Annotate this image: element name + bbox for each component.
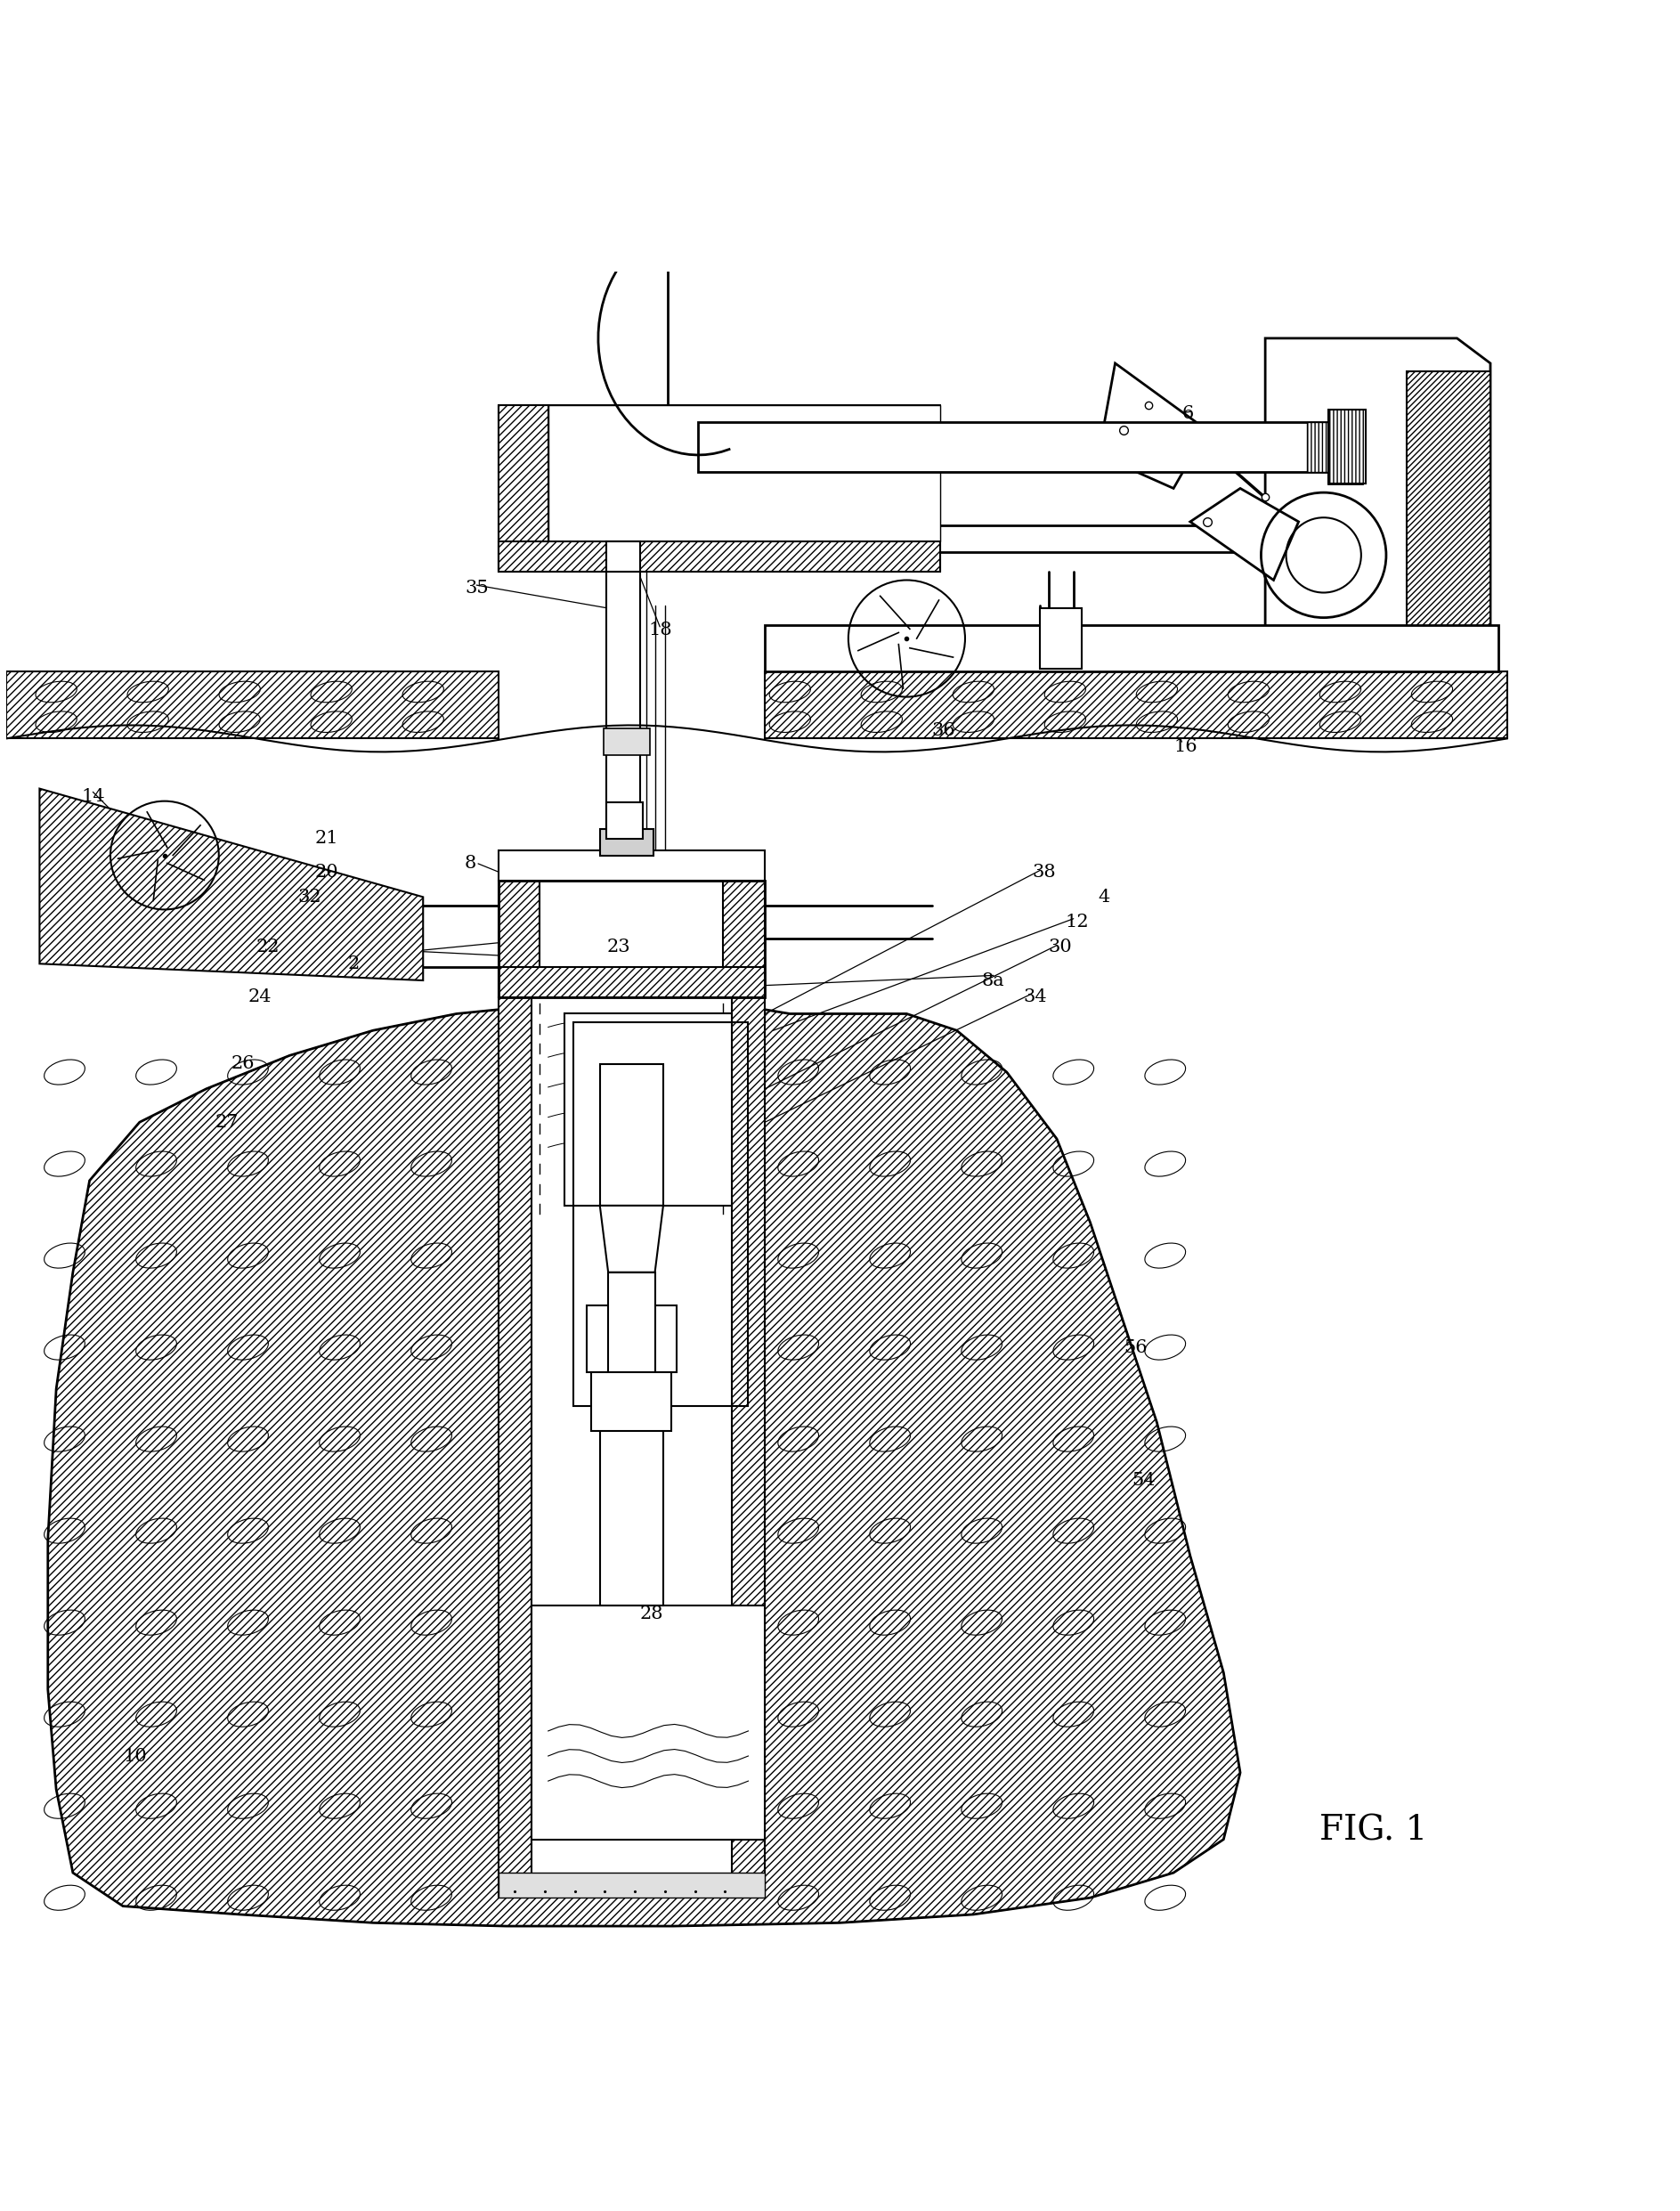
Polygon shape: [1099, 363, 1206, 489]
Polygon shape: [1406, 371, 1490, 672]
Bar: [764, 672, 1507, 738]
Polygon shape: [600, 1205, 664, 1271]
Bar: [586, 1307, 677, 1373]
Bar: [606, 542, 640, 851]
Bar: [499, 1873, 764, 1897]
Text: 28: 28: [640, 1605, 664, 1623]
Text: 2: 2: [348, 955, 360, 973]
Polygon shape: [724, 880, 764, 997]
Polygon shape: [1307, 422, 1332, 471]
Bar: [699, 422, 1332, 471]
Text: 34: 34: [1023, 988, 1047, 1006]
Bar: [603, 730, 650, 756]
Text: 22: 22: [257, 940, 281, 955]
Polygon shape: [499, 880, 539, 997]
Bar: [573, 1021, 748, 1406]
Bar: [1040, 608, 1082, 668]
Text: 18: 18: [648, 621, 672, 639]
Bar: [7, 672, 499, 738]
Text: FIG. 1: FIG. 1: [1320, 1815, 1428, 1848]
Bar: [608, 1063, 655, 1114]
Bar: [564, 1015, 731, 1205]
Text: 35: 35: [465, 579, 489, 597]
Text: 23: 23: [606, 940, 630, 955]
Text: 4: 4: [1099, 889, 1110, 907]
Bar: [606, 542, 640, 573]
Text: 27: 27: [215, 1114, 239, 1130]
Polygon shape: [1265, 338, 1490, 672]
Text: 56: 56: [1124, 1340, 1147, 1355]
Text: 8: 8: [465, 856, 477, 871]
Bar: [499, 880, 764, 997]
Bar: [531, 997, 731, 1897]
Text: 36: 36: [932, 721, 956, 738]
Bar: [600, 829, 654, 856]
Text: 32: 32: [297, 889, 323, 907]
Text: 20: 20: [314, 865, 338, 880]
Text: 21: 21: [314, 829, 338, 847]
Bar: [548, 405, 941, 542]
Bar: [764, 626, 1499, 672]
Bar: [499, 851, 764, 880]
Text: 12: 12: [1065, 913, 1089, 931]
Polygon shape: [1189, 489, 1299, 579]
Polygon shape: [40, 789, 423, 979]
Bar: [1329, 409, 1362, 484]
Polygon shape: [1265, 438, 1482, 672]
Polygon shape: [499, 542, 941, 573]
Text: 8a: 8a: [981, 973, 1005, 988]
Text: 14: 14: [81, 789, 104, 805]
Bar: [531, 1605, 764, 1840]
Text: 24: 24: [249, 988, 272, 1006]
Text: 6: 6: [1181, 405, 1194, 422]
Bar: [600, 1406, 664, 1605]
Polygon shape: [1329, 409, 1366, 484]
Bar: [539, 880, 724, 966]
Text: 30: 30: [1048, 940, 1072, 955]
Text: 26: 26: [232, 1055, 255, 1072]
Text: 16: 16: [1174, 738, 1198, 756]
Polygon shape: [731, 997, 764, 1897]
Polygon shape: [499, 405, 548, 573]
Bar: [591, 1373, 672, 1431]
Bar: [600, 1063, 664, 1205]
Polygon shape: [47, 997, 1240, 1926]
Bar: [608, 1271, 655, 1406]
Text: 54: 54: [1132, 1473, 1156, 1490]
Bar: [1206, 626, 1482, 672]
Bar: [606, 803, 643, 838]
Text: 38: 38: [1032, 865, 1055, 880]
Text: 10: 10: [123, 1747, 146, 1764]
Polygon shape: [499, 966, 764, 997]
Polygon shape: [499, 997, 531, 1897]
